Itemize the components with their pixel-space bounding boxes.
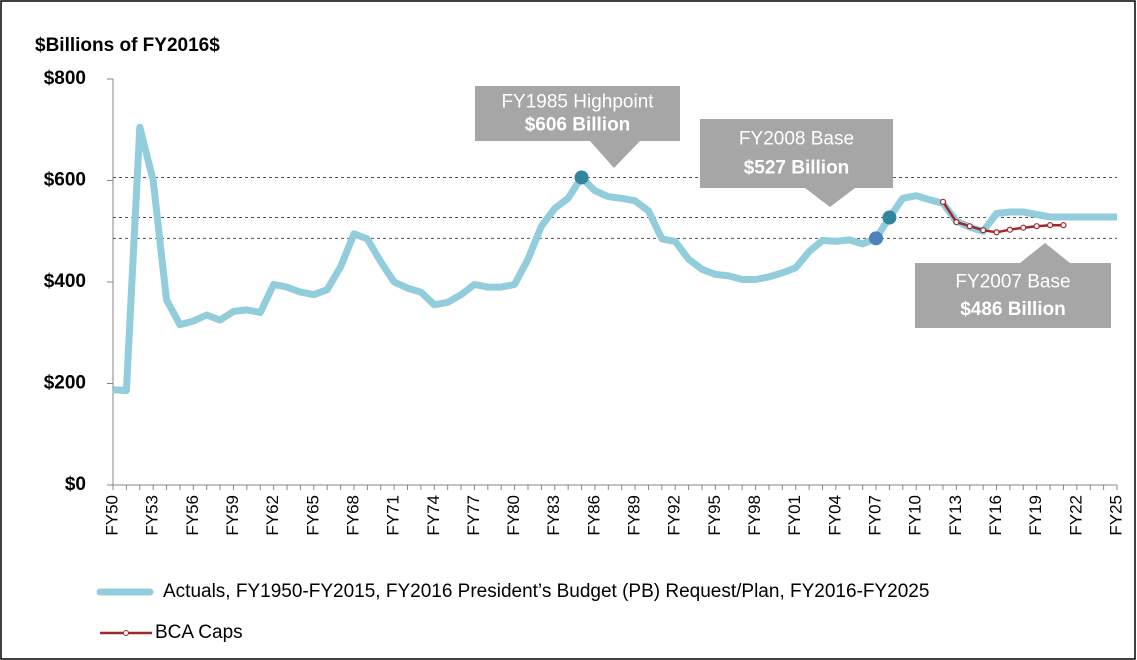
- point: [1060, 222, 1067, 229]
- point: [1006, 226, 1014, 233]
- series-line: [941, 201, 1064, 234]
- x-tick-label: FY83: [544, 495, 563, 536]
- callout-box: [475, 86, 680, 141]
- x-tick-label: FY10: [906, 495, 925, 536]
- x-tick-label: FY19: [1026, 495, 1045, 536]
- x-tick-label: FY98: [745, 495, 764, 536]
- chart-title: $Billions of FY2016$: [35, 35, 220, 56]
- legend-label: BCA Caps: [155, 622, 243, 643]
- x-tick-label: FY89: [625, 495, 644, 536]
- x-tick-label: FY16: [986, 495, 1005, 536]
- x-tick-label: FY22: [1066, 495, 1085, 536]
- y-tick-label: $600: [44, 170, 86, 191]
- callout-pointer: [1020, 243, 1070, 263]
- callout-value: $486 Billion: [960, 299, 1066, 320]
- point: [1033, 223, 1040, 230]
- callout-box: [700, 119, 893, 188]
- x-tick-label: FY77: [464, 495, 483, 536]
- x-tick-label: FY71: [384, 495, 403, 536]
- x-tick-label: FY53: [143, 495, 162, 536]
- x-tick-label: FY01: [785, 495, 804, 536]
- highlight-point: [574, 170, 589, 185]
- x-tick-label: FY13: [946, 495, 965, 536]
- y-tick-label: $0: [65, 474, 86, 495]
- x-tick-label: FY59: [223, 495, 242, 536]
- legend-label: Actuals, FY1950-FY2015, FY2016 President…: [163, 581, 929, 602]
- y-tick-label: $400: [44, 271, 86, 292]
- point: [966, 223, 973, 230]
- highlight-point: [882, 210, 897, 225]
- callout-pointer: [590, 141, 640, 168]
- x-tick-label: FY86: [584, 495, 603, 536]
- callout-value: $527 Billion: [744, 158, 850, 179]
- x-tick-label: FY74: [424, 495, 443, 536]
- y-tick-label: $200: [44, 373, 86, 394]
- callout-label: FY1985 Highpoint: [501, 92, 654, 113]
- x-tick-label: FY92: [665, 495, 684, 536]
- callout-label: FY2008 Base: [739, 129, 854, 150]
- x-tick-label: FY04: [825, 495, 844, 536]
- x-tick-label: FY07: [866, 495, 885, 536]
- highlight-point: [869, 231, 884, 246]
- x-tick-label: FY25: [1106, 495, 1125, 536]
- point: [939, 198, 947, 205]
- x-tick-label: FY62: [263, 495, 282, 536]
- x-tick-label: FY65: [303, 495, 322, 536]
- point: [993, 229, 1000, 236]
- point: [1046, 222, 1054, 229]
- x-tick-label: FY56: [183, 495, 202, 536]
- y-tick-label: $800: [44, 68, 86, 89]
- x-tick-label: FY80: [504, 495, 523, 536]
- callout-value: $606 Billion: [525, 115, 631, 136]
- callout-label: FY2007 Base: [955, 272, 1070, 293]
- callout-box: [915, 263, 1111, 328]
- point: [953, 219, 960, 226]
- x-tick-label: FY50: [102, 495, 121, 536]
- point: [980, 227, 987, 234]
- x-tick-label: FY68: [343, 495, 362, 536]
- x-tick-label: FY95: [705, 495, 724, 536]
- point: [1020, 224, 1027, 231]
- legend-swatch-marker: [123, 630, 129, 636]
- callout-pointer: [805, 188, 855, 207]
